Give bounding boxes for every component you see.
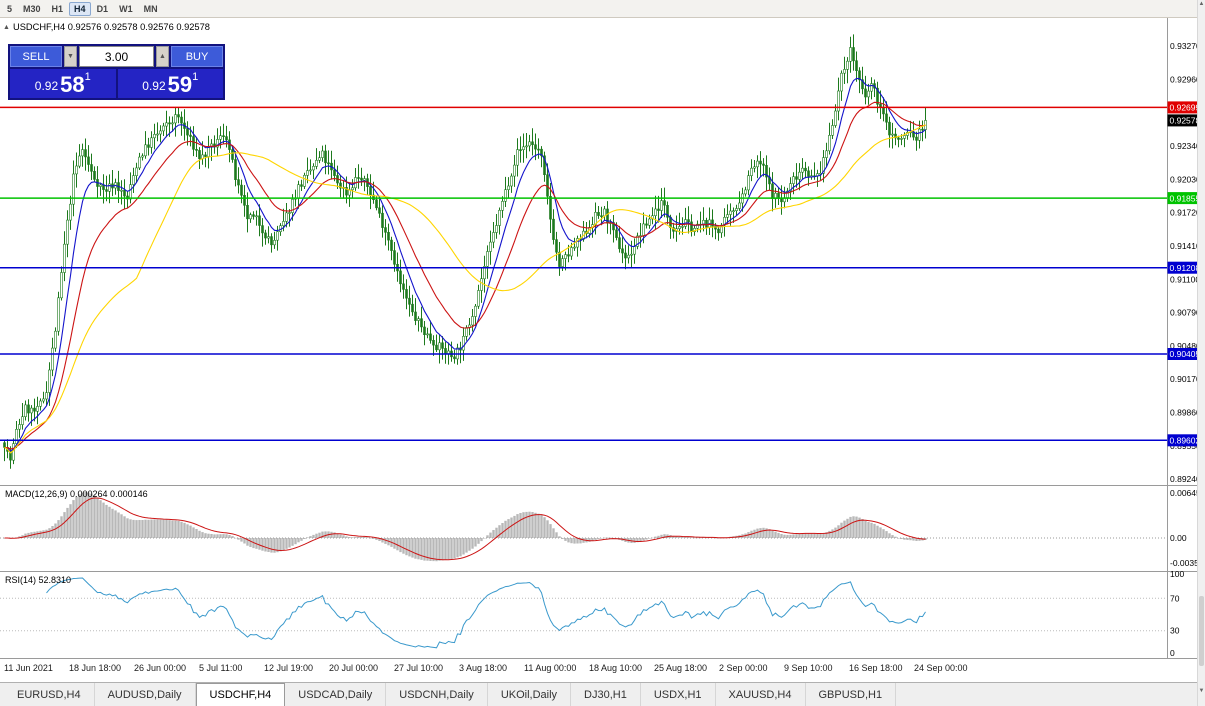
- ask-price-display[interactable]: 0.92 59 1: [117, 69, 223, 98]
- timeframe-toolbar: 5 M30 H1 H4 D1 W1 MN: [0, 0, 1205, 18]
- chart-area: 0.932700.929600.923400.920300.917200.914…: [0, 18, 1197, 658]
- volume-decrease-button[interactable]: ▼: [64, 46, 77, 67]
- bid-price-small: 0.92: [34, 79, 59, 93]
- chart-tab-gbpusd-h1[interactable]: GBPUSD,H1: [806, 683, 897, 706]
- volume-input[interactable]: 3.00: [79, 46, 154, 67]
- svg-text:0.89602: 0.89602: [1170, 436, 1198, 446]
- timeframe-button-d1[interactable]: D1: [96, 3, 109, 14]
- scroll-down-arrow-icon[interactable]: ▼: [1198, 688, 1205, 694]
- time-axis-label: 16 Sep 18:00: [849, 663, 903, 673]
- rsi-line: [46, 577, 926, 649]
- timeframe-button-mn[interactable]: MN: [143, 3, 158, 14]
- chart-tab-audusd-daily[interactable]: AUDUSD,Daily: [95, 683, 196, 706]
- time-axis: 11 Jun 2021 18 Jun 18:00 26 Jun 00:00 5 Jul…: [0, 658, 1197, 682]
- chart-tab-dj30-h1[interactable]: DJ30,H1: [571, 683, 641, 706]
- svg-text:0: 0: [1170, 648, 1175, 658]
- chart-tab-xauusd-h4[interactable]: XAUUSD,H4: [716, 683, 806, 706]
- chart-background: [0, 18, 1197, 658]
- svg-text:30: 30: [1170, 626, 1180, 636]
- svg-text:0.92699: 0.92699: [1170, 103, 1198, 113]
- chart-tab-usdx-h1[interactable]: USDX,H1: [641, 683, 716, 706]
- macd-signal-line: [4, 497, 926, 561]
- svg-text:100: 100: [1170, 569, 1184, 579]
- svg-text:0.92578: 0.92578: [1170, 116, 1198, 126]
- chart-tab-usdcnh-daily[interactable]: USDCNH,Daily: [386, 683, 488, 706]
- svg-text:0.00: 0.00: [1170, 533, 1187, 543]
- svg-text:0.91208: 0.91208: [1170, 263, 1198, 273]
- rsi-label: RSI(14) 52.8310: [5, 575, 71, 585]
- time-axis-label: 9 Sep 10:00: [784, 663, 833, 673]
- ma-ema-20-line: [4, 101, 926, 450]
- ask-price-big: 59: [167, 72, 193, 98]
- price-badge: [1167, 434, 1197, 447]
- time-axis-label: 12 Jul 19:00: [264, 663, 314, 673]
- time-axis-label: 3 Aug 18:00: [459, 663, 508, 673]
- svg-text:70: 70: [1170, 593, 1180, 603]
- price-badge: [1167, 261, 1197, 274]
- chart-tab-eurusd-h4[interactable]: EURUSD,H4: [4, 683, 95, 706]
- time-axis-label: 5 Jul 11:00: [199, 663, 243, 673]
- time-axis-label: 26 Jun 00:00: [134, 663, 187, 673]
- symbol-ohlc-info: USDCHF,H4 0.92576 0.92578 0.92576 0.9257…: [13, 22, 210, 32]
- timeframe-button-h1[interactable]: H1: [51, 3, 64, 14]
- svg-text:0.90405: 0.90405: [1170, 349, 1198, 359]
- time-axis-label: 24 Sep 00:00: [914, 663, 968, 673]
- scroll-up-arrow-icon[interactable]: ▲: [1198, 1, 1205, 7]
- price-badge: [1167, 192, 1197, 205]
- svg-text:-0.00350: -0.00350: [1170, 558, 1197, 568]
- time-axis-label: 11 Aug 00:00: [524, 663, 577, 673]
- svg-text:0.91855: 0.91855: [1170, 193, 1198, 203]
- macd-label: MACD(12,26,9) 0.000264 0.000146: [5, 489, 148, 499]
- ask-price-sup: 1: [192, 71, 199, 83]
- chart-tab-bar: EURUSD,H4 AUDUSD,Daily USDCHF,H4 USDCAD,Dai…: [0, 682, 1197, 706]
- timeframe-button-5[interactable]: 5: [7, 3, 13, 14]
- price-badge: [1167, 101, 1197, 114]
- time-axis-label: 25 Aug 18:00: [654, 663, 708, 673]
- bid-price-big: 58: [60, 72, 85, 98]
- time-axis-label: 18 Aug 10:00: [589, 663, 643, 673]
- sell-button[interactable]: SELL: [10, 46, 62, 67]
- volume-increase-button[interactable]: ▲: [156, 46, 169, 67]
- bid-price-display[interactable]: 0.92 58 1: [10, 69, 116, 98]
- time-axis-label: 2 Sep 00:00: [719, 663, 768, 673]
- chart-tab-usdcad-daily[interactable]: USDCAD,Daily: [285, 683, 387, 706]
- buy-button[interactable]: BUY: [171, 46, 223, 67]
- time-axis-label: 20 Jul 00:00: [329, 663, 379, 673]
- one-click-trading-widget: SELL ▼ 3.00 ▲ BUY 0.92 58 1 0.92 59 1: [8, 44, 225, 100]
- macd-histogram: [3, 492, 927, 562]
- timeframe-button-w1[interactable]: W1: [119, 3, 133, 14]
- svg-text:0.006450: 0.006450: [1170, 488, 1197, 498]
- ask-price-small: 0.92: [142, 79, 166, 93]
- timeframe-button-m30[interactable]: M30: [23, 3, 41, 14]
- price-badge: [1167, 348, 1197, 360]
- chart-surface[interactable]: 0.932700.929600.923400.920300.917200.914…: [0, 18, 1197, 658]
- vertical-scrollbar[interactable]: ▲ ▼: [1197, 0, 1205, 706]
- bid-price-sup: 1: [84, 71, 91, 83]
- time-axis-label: 27 Jul 10:00: [394, 663, 444, 673]
- chart-tab-usdchf-h4[interactable]: USDCHF,H4: [195, 683, 286, 706]
- time-axis-label: 18 Jun 18:00: [69, 663, 122, 673]
- time-axis-label: 11 Jun 2021: [4, 663, 53, 673]
- scrollbar-thumb[interactable]: [1199, 596, 1204, 666]
- symbol-marker-icon: ▲: [3, 24, 10, 31]
- chart-tab-ukoil-daily[interactable]: UKOil,Daily: [488, 683, 572, 706]
- price-badge: [1167, 114, 1197, 127]
- timeframe-button-h4[interactable]: H4: [69, 1, 91, 16]
- ma-ema-8-line: [4, 77, 926, 452]
